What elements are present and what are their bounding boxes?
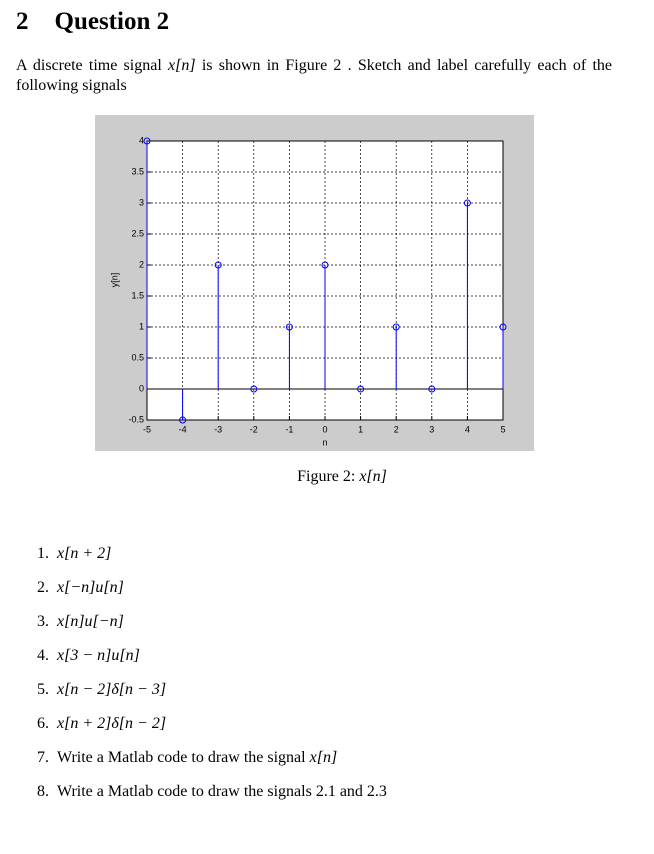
item-number: 3. bbox=[37, 613, 49, 630]
y-tick-label: 0 bbox=[139, 383, 144, 393]
y-tick-label: 3.5 bbox=[131, 166, 144, 176]
math: x[n + 2]δ[n − 2] bbox=[57, 715, 167, 732]
y-tick-label: 3 bbox=[139, 197, 144, 207]
stem-marker bbox=[321, 261, 329, 269]
x-tick-label: 1 bbox=[358, 424, 363, 434]
y-tick-label: 4 bbox=[139, 135, 144, 145]
x-tick-label: 4 bbox=[465, 424, 470, 434]
stem-marker bbox=[179, 416, 187, 424]
x-tick-label: -2 bbox=[250, 424, 258, 434]
intro-text: is shown in Figure 2 . Sketch and label … bbox=[16, 57, 613, 94]
math: x[n]u[−n] bbox=[57, 613, 124, 630]
item-number: 8. bbox=[37, 783, 49, 800]
question-item: 7. Write a Matlab code to draw the signal… bbox=[37, 749, 387, 783]
x-axis-label: n bbox=[322, 437, 327, 447]
stem-marker bbox=[499, 323, 507, 331]
question-item: 5. x[n − 2]δ[n − 3] bbox=[37, 681, 387, 715]
section-number: 2 bbox=[16, 8, 29, 35]
math: x[n + 2] bbox=[57, 545, 112, 562]
stem-marker bbox=[214, 261, 222, 269]
question-item: 1. x[n + 2] bbox=[37, 545, 387, 579]
stem-marker bbox=[357, 385, 365, 393]
x-tick-label: 2 bbox=[394, 424, 399, 434]
caption-label: Figure 2: bbox=[297, 468, 356, 485]
stem-marker bbox=[428, 385, 436, 393]
section-heading: 2 Question 2 bbox=[16, 8, 169, 36]
y-tick-label: -0.5 bbox=[128, 414, 144, 424]
math: x[3 − n]u[n] bbox=[57, 647, 140, 664]
x-tick-label: 3 bbox=[429, 424, 434, 434]
math: x[−n]u[n] bbox=[57, 579, 124, 596]
figure-caption: Figure 2: x[n] bbox=[0, 468, 654, 486]
item-number: 1. bbox=[37, 545, 49, 562]
intro-paragraph: A discrete time signal x[n] is shown in … bbox=[16, 56, 612, 96]
item-text: Write a Matlab code to draw the signals … bbox=[57, 783, 387, 800]
question-item: 2. x[−n]u[n] bbox=[37, 579, 387, 613]
x-tick-label: -4 bbox=[179, 424, 187, 434]
x-tick-label: 5 bbox=[500, 424, 505, 434]
question-item: 8. Write a Matlab code to draw the signal… bbox=[37, 783, 387, 817]
math: x[n] bbox=[359, 468, 387, 485]
item-number: 4. bbox=[37, 647, 49, 664]
x-tick-label: -1 bbox=[285, 424, 293, 434]
stem-marker bbox=[143, 137, 151, 145]
stem-marker bbox=[463, 199, 471, 207]
item-text: Write a Matlab code to draw the signal bbox=[57, 749, 306, 766]
stem-marker bbox=[392, 323, 400, 331]
stem-marker bbox=[250, 385, 258, 393]
x-tick-label: -3 bbox=[214, 424, 222, 434]
item-number: 5. bbox=[37, 681, 49, 698]
y-axis-label: y[n] bbox=[109, 273, 119, 288]
intro-text: A discrete time signal bbox=[16, 57, 162, 74]
chart: n y[n] -0.5 0 0.5 1 1.5 2 2.5 3 3.5 4 -5 -4 -3 -2 -1 0 1… bbox=[95, 115, 534, 451]
question-item: 6. x[n + 2]δ[n − 2] bbox=[37, 715, 387, 749]
item-number: 2. bbox=[37, 579, 49, 596]
item-number: 7. bbox=[37, 749, 49, 766]
y-tick-label: 2.5 bbox=[131, 228, 144, 238]
math: x[n] bbox=[168, 57, 196, 74]
stem-marker bbox=[285, 323, 293, 331]
x-tick-label: 0 bbox=[322, 424, 327, 434]
math: x[n] bbox=[309, 749, 338, 766]
y-tick-label: 1.5 bbox=[131, 290, 144, 300]
question-list: 1. x[n + 2] 2. x[−n]u[n] 3. x[n]u[−n] 4. x[3 − … bbox=[37, 545, 387, 817]
section-title: Question 2 bbox=[54, 8, 170, 35]
y-tick-label: 1 bbox=[139, 321, 144, 331]
x-tick-label: -5 bbox=[143, 424, 151, 434]
math: x[n − 2]δ[n − 3] bbox=[57, 681, 167, 698]
y-tick-label: 2 bbox=[139, 259, 144, 269]
question-item: 3. x[n]u[−n] bbox=[37, 613, 387, 647]
y-tick-label: 0.5 bbox=[131, 352, 144, 362]
item-number: 6. bbox=[37, 715, 49, 732]
question-item: 4. x[3 − n]u[n] bbox=[37, 647, 387, 681]
